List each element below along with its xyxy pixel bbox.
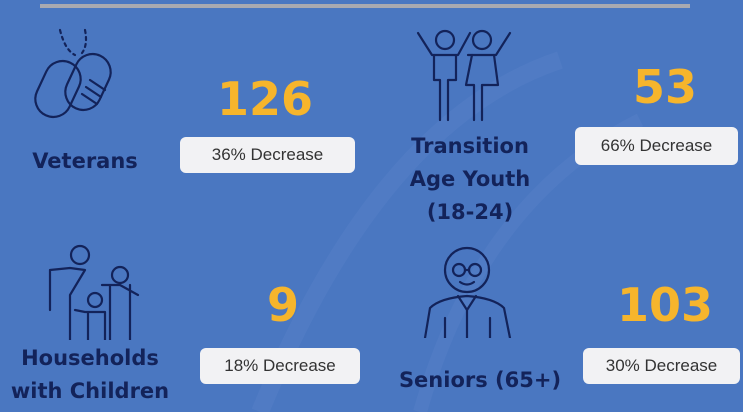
label-line: (18-24) — [426, 200, 514, 224]
label-line: with Children — [10, 379, 170, 403]
category-label: Transition Age Youth (18-24) — [370, 130, 570, 229]
count: 126 — [216, 72, 314, 126]
label-line: Age Youth — [409, 167, 531, 191]
label-line: Transition — [411, 134, 529, 158]
label-line: Veterans — [32, 149, 138, 173]
change-badge: 30% Decrease — [583, 348, 740, 384]
count: 53 — [632, 60, 697, 114]
veteran-icon — [34, 28, 112, 119]
change-badge: 66% Decrease — [575, 127, 738, 165]
family-icon — [48, 244, 140, 340]
count: 103 — [616, 278, 714, 332]
label-line: Households — [21, 346, 159, 370]
category-label: Seniors (65+) — [380, 364, 580, 397]
category-label: Households with Children — [0, 342, 190, 408]
category-label: Veterans — [0, 145, 185, 178]
change-badge: 36% Decrease — [180, 137, 355, 173]
youth-icon — [416, 29, 512, 122]
count: 9 — [266, 278, 299, 332]
label-line: Seniors (65+) — [398, 368, 562, 392]
senior-icon — [423, 246, 512, 338]
change-badge: 18% Decrease — [200, 348, 360, 384]
